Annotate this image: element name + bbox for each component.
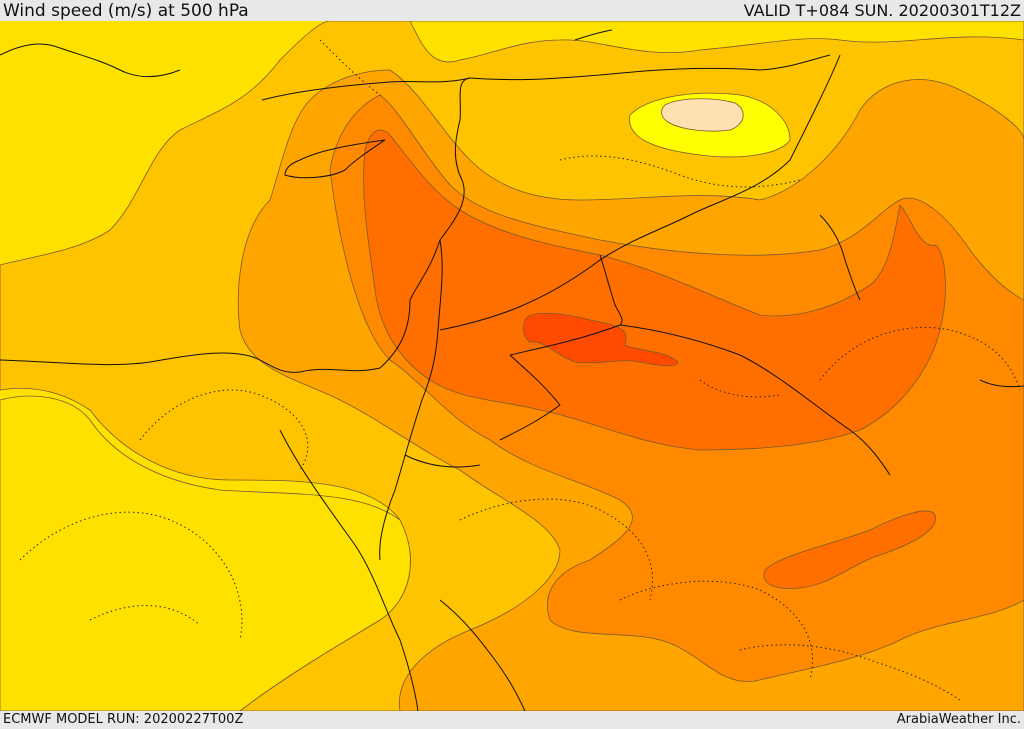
header-bar: Wind speed (m/s) at 500 hPa VALID T+084 … [0,0,1024,21]
band-lightest-southwest [0,395,411,711]
credit: ArabiaWeather Inc. [896,712,1021,727]
coastlines [0,29,1024,711]
wind-speed-map [0,21,1024,711]
band-mid-high [363,129,946,451]
band-lightest-north [409,21,1024,63]
dotted-contours [19,39,1021,701]
map-title: Wind speed (m/s) at 500 hPa [3,1,249,21]
band-high [523,312,679,367]
footer-bar: ECMWF MODEL RUN: 20200227T00Z ArabiaWeat… [0,711,1024,729]
weather-map[interactable] [0,21,1024,711]
valid-time: VALID T+084 SUN. 20200301T12Z [743,1,1021,20]
calm-core [661,98,744,132]
band-mid-high-southeast [763,510,936,589]
model-run: ECMWF MODEL RUN: 20200227T00Z [3,712,244,727]
